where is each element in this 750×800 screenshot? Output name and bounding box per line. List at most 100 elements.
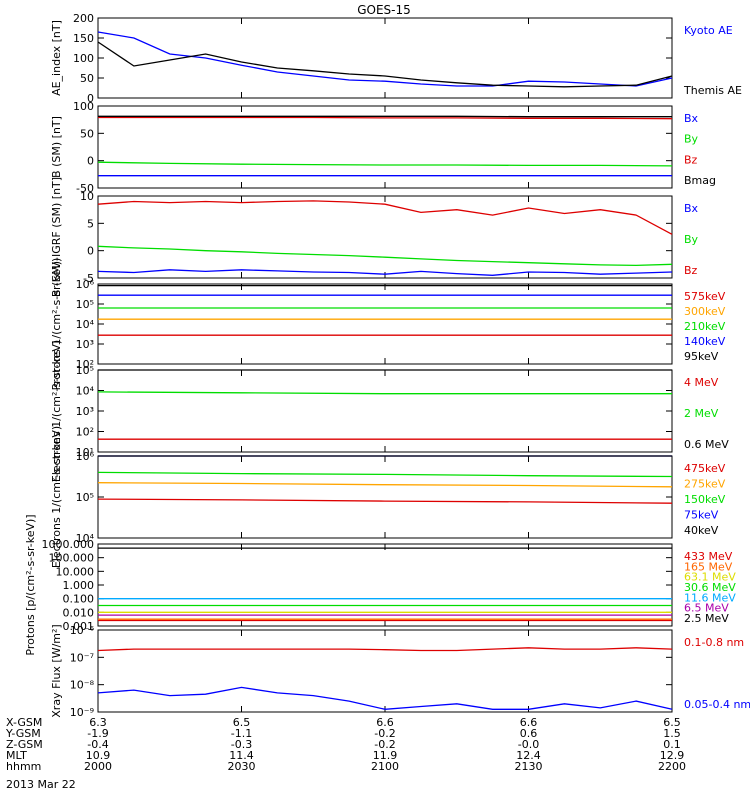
y-tick-label: 0.001 bbox=[63, 620, 95, 633]
series-line bbox=[97, 31, 673, 87]
legend-entry: 75keV bbox=[684, 509, 719, 522]
y-tick-label: 10² bbox=[76, 426, 94, 439]
panel-frame bbox=[97, 283, 673, 365]
footer-row-label: X-GSM bbox=[6, 716, 42, 729]
y-tick-label: -50 bbox=[76, 182, 94, 195]
legend-entry: 0.05-0.4 nm bbox=[684, 698, 750, 711]
legend-entry: 40keV bbox=[684, 524, 719, 537]
legend-entry: 140keV bbox=[684, 335, 726, 348]
y-tick-label: -5 bbox=[83, 272, 94, 285]
series-line bbox=[97, 41, 673, 88]
footer-value: 2000 bbox=[84, 760, 112, 773]
y-tick-label: 10⁶ bbox=[76, 278, 95, 291]
y-tick-label: 10³ bbox=[76, 338, 94, 351]
series-line bbox=[97, 161, 673, 167]
footer-value: -0.0 bbox=[518, 738, 539, 751]
legend-entry: 63.1 MeV bbox=[684, 571, 736, 584]
series-line bbox=[97, 686, 673, 710]
plot-title: GOES-15 bbox=[357, 3, 411, 17]
legend-entry: Themis AE bbox=[683, 84, 742, 97]
legend-entry: 2 MeV bbox=[684, 407, 719, 420]
legend-entry: Bx bbox=[684, 112, 699, 125]
footer-value: 0.1 bbox=[663, 738, 681, 751]
series-line bbox=[97, 498, 673, 504]
footer-value: 10.9 bbox=[86, 749, 111, 762]
footer-value: 11.9 bbox=[373, 749, 398, 762]
y-tick-label: 1.000 bbox=[63, 579, 95, 592]
y-tick-label: 10⁻⁷ bbox=[70, 651, 94, 664]
series-line bbox=[97, 391, 672, 395]
y-tick-label: 10⁵ bbox=[76, 364, 94, 377]
legend-entry: 575keV bbox=[684, 290, 726, 303]
legend-entry: By bbox=[684, 133, 699, 146]
y-tick-label: 0.100 bbox=[63, 593, 95, 606]
y-axis-label: Xray Flux [W/m²] bbox=[50, 624, 63, 717]
y-tick-label: 10³ bbox=[76, 405, 94, 418]
y-tick-label: 10 bbox=[80, 190, 94, 203]
series-line bbox=[97, 647, 673, 652]
footer-date: 2013 Mar 22 bbox=[6, 778, 76, 791]
legend-entry: 150keV bbox=[684, 493, 726, 506]
y-tick-label: 0 bbox=[87, 245, 94, 258]
panel-8: 10⁻⁹ 10⁻⁸ 10⁻⁷ 10⁻⁶ Xray Flux [W/m²] 0.1-0.8 … bbox=[50, 624, 750, 719]
footer-row-label: MLT bbox=[6, 749, 27, 762]
footer-value: -0.3 bbox=[231, 738, 252, 751]
y-tick-label: 10.000 bbox=[56, 565, 95, 578]
footer-value: 6.5 bbox=[233, 716, 251, 729]
legend-entry: Bmag bbox=[684, 174, 716, 187]
footer-value: 6.6 bbox=[520, 716, 538, 729]
y-axis-label: B (SM)-IGRF (SM) [nT] bbox=[50, 177, 63, 297]
y-tick-label: 1000.000 bbox=[42, 538, 95, 551]
legend-entry: By bbox=[684, 233, 699, 246]
footer-value: 6.6 bbox=[376, 716, 394, 729]
y-axis-label: Electrons 1/(cm²-s-sr-keV) bbox=[50, 426, 63, 568]
footer-value: 2200 bbox=[658, 760, 686, 773]
series-line bbox=[97, 269, 673, 276]
footer-value: 1.5 bbox=[663, 727, 681, 740]
y-tick-label: 10⁴ bbox=[76, 532, 95, 545]
legend-entry: 6.5 MeV bbox=[684, 602, 729, 615]
panel-frame bbox=[97, 455, 673, 539]
y-tick-label: 10⁻⁸ bbox=[70, 679, 95, 692]
footer-value: -0.4 bbox=[87, 738, 108, 751]
series-line bbox=[97, 471, 673, 478]
series-line bbox=[98, 116, 673, 120]
y-tick-label: 10⁴ bbox=[76, 385, 95, 398]
footer-row-label: hhmm bbox=[6, 760, 41, 773]
footer-value: -0.2 bbox=[374, 738, 395, 751]
panel-2: -50 0 50 100 B (SM) [nT] Bx By Bz Bmag bbox=[50, 100, 716, 195]
y-tick-label: 0.010 bbox=[63, 606, 95, 619]
footer-value: 0.6 bbox=[520, 727, 538, 740]
footer-value: -1.9 bbox=[87, 727, 108, 740]
series-line bbox=[97, 482, 673, 488]
legend-entry: 433 MeV bbox=[684, 550, 733, 563]
y-tick-label: 150 bbox=[73, 32, 94, 45]
panel-4: 10² 10³ 10⁴ 10⁵ 10⁶ Protons 1/(cm²-s-sr-keV) 5… bbox=[50, 258, 726, 391]
legend-entry: 165 MeV bbox=[684, 560, 733, 573]
panel-frame bbox=[97, 629, 673, 713]
footer-row-label: Z-GSM bbox=[6, 738, 43, 751]
panel-frame bbox=[97, 195, 673, 279]
footer-value: 2030 bbox=[228, 760, 256, 773]
y-axis-label: Electrons 1/(cm²-s-sr-keV) bbox=[50, 340, 63, 482]
footer-row-label: Y-GSM bbox=[5, 727, 41, 740]
legend-entry: 0.6 MeV bbox=[684, 438, 729, 451]
footer-value: 12.9 bbox=[660, 749, 685, 762]
footer-axis-table: X-GSM 6.3 6.5 6.6 6.6 6.5 Y-GSM -1.9 -1.1 -0.2 0.6… bbox=[5, 716, 686, 773]
y-tick-label: 10⁵ bbox=[76, 491, 94, 504]
legend-entry: 275keV bbox=[684, 478, 726, 491]
y-axis-label: AE_index [nT] bbox=[50, 20, 63, 96]
panel-7: 0.0010.0100.1001.00010.000100.0001000.00… bbox=[24, 514, 736, 655]
y-tick-label: 10⁴ bbox=[76, 318, 95, 331]
y-tick-label: 50 bbox=[80, 127, 94, 140]
y-tick-label: 5 bbox=[87, 217, 94, 230]
legend-entry: Bz bbox=[684, 264, 698, 277]
y-tick-label: 10⁻⁶ bbox=[70, 624, 95, 637]
legend-entry: 95keV bbox=[684, 350, 719, 363]
legend-entry: Bz bbox=[684, 153, 698, 166]
footer-value: 2130 bbox=[515, 760, 543, 773]
y-tick-label: 100.000 bbox=[49, 552, 95, 565]
panel-5: 10¹ 10² 10³ 10⁴ 10⁵ Electrons 1/(cm²-s-sr-keV… bbox=[50, 340, 729, 482]
